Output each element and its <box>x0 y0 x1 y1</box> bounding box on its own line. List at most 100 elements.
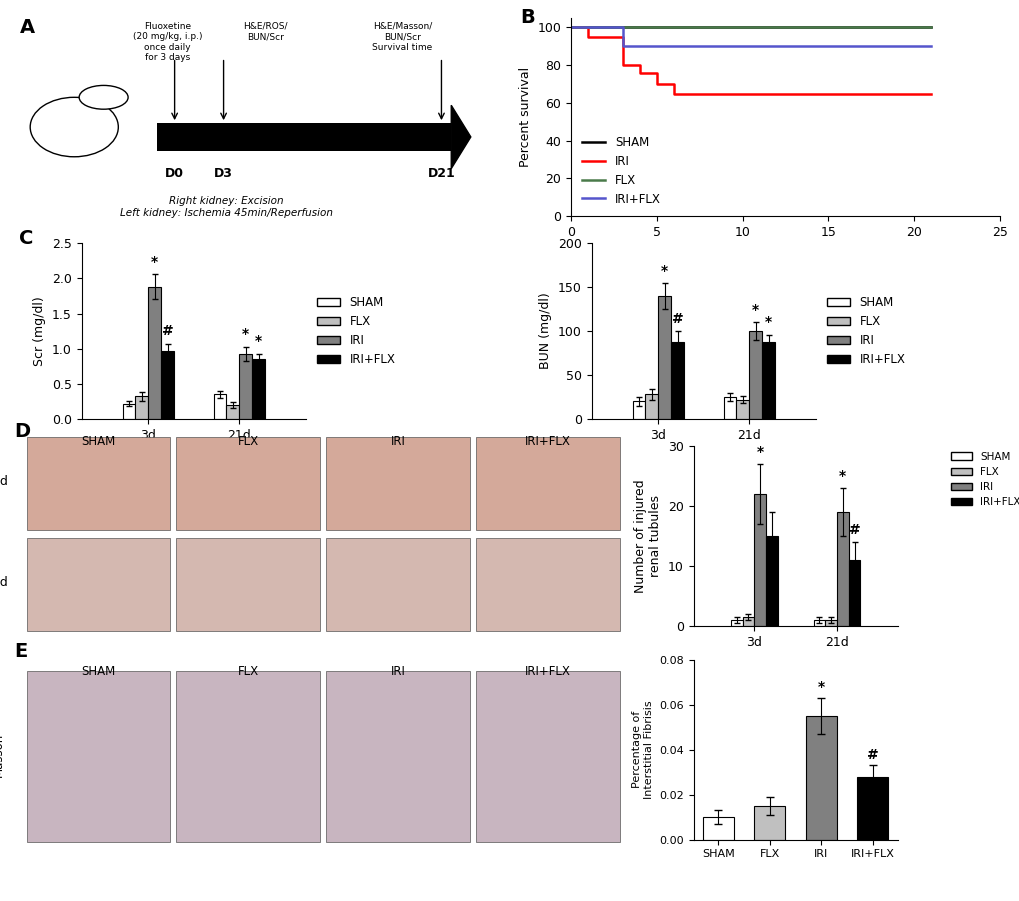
Y-axis label: Scr (mg/dl): Scr (mg/dl) <box>34 296 46 366</box>
Bar <box>837 512 848 626</box>
Legend: SHAM, FLX, IRI, IRI+FLX: SHAM, FLX, IRI, IRI+FLX <box>821 292 909 370</box>
Bar <box>176 538 320 631</box>
IRI+FLX <box>565 22 577 32</box>
Text: IRI: IRI <box>390 434 406 448</box>
Ellipse shape <box>79 86 128 109</box>
IRI <box>650 78 662 89</box>
Legend: SHAM, IRI, FLX, IRI+FLX: SHAM, IRI, FLX, IRI+FLX <box>577 132 664 210</box>
Bar <box>476 671 620 842</box>
Text: 3d: 3d <box>0 475 8 487</box>
Text: B: B <box>520 8 534 27</box>
Bar <box>476 436 620 530</box>
Bar <box>761 341 774 419</box>
Text: #: # <box>848 523 860 537</box>
Bar <box>736 400 749 419</box>
IRI+FLX <box>685 41 697 51</box>
Line: IRI: IRI <box>571 27 930 94</box>
IRI <box>565 22 577 32</box>
IRI <box>924 88 936 99</box>
Bar <box>749 331 761 419</box>
Text: FLX: FLX <box>237 666 259 678</box>
Text: C: C <box>18 229 33 248</box>
Bar <box>824 620 837 626</box>
Text: Masson: Masson <box>0 733 5 777</box>
Bar <box>326 436 470 530</box>
Bar <box>805 715 836 840</box>
Bar <box>239 353 252 419</box>
Text: *: * <box>764 315 771 330</box>
Bar <box>476 538 620 631</box>
Bar <box>722 397 736 419</box>
Bar <box>176 671 320 842</box>
Bar <box>26 538 170 631</box>
Text: *: * <box>839 469 846 483</box>
Y-axis label: Number of injured
renal tubules: Number of injured renal tubules <box>634 479 661 593</box>
Text: H&E/ROS/
BUN/Scr: H&E/ROS/ BUN/Scr <box>243 22 287 41</box>
Text: 21d: 21d <box>0 576 8 589</box>
IRI <box>770 88 783 99</box>
Bar <box>645 395 657 419</box>
Bar <box>26 436 170 530</box>
Bar <box>742 617 753 626</box>
Text: D21: D21 <box>427 167 454 179</box>
Legend: SHAM, FLX, IRI, IRI+FLX: SHAM, FLX, IRI, IRI+FLX <box>946 448 1019 512</box>
Text: IRI: IRI <box>390 666 406 678</box>
IRI <box>633 68 645 78</box>
Text: E: E <box>14 642 28 661</box>
Bar <box>671 341 684 419</box>
Bar <box>326 538 470 631</box>
Text: D3: D3 <box>214 167 232 179</box>
Text: A: A <box>20 18 36 37</box>
Polygon shape <box>450 105 471 168</box>
Bar <box>252 359 265 419</box>
Text: IRI+FLX: IRI+FLX <box>525 666 571 678</box>
Bar <box>148 287 161 419</box>
Bar <box>122 404 136 419</box>
Y-axis label: BUN (mg/dl): BUN (mg/dl) <box>539 293 552 369</box>
Bar <box>848 560 860 626</box>
Bar <box>702 817 733 840</box>
Text: SHAM: SHAM <box>82 434 115 448</box>
Text: D: D <box>14 423 31 441</box>
Y-axis label: Percentage of
Interstitial Fibrisis: Percentage of Interstitial Fibrisis <box>632 700 653 799</box>
IRI+FLX <box>924 41 936 51</box>
Y-axis label: Percent survival: Percent survival <box>519 67 532 168</box>
Bar <box>157 123 450 150</box>
Bar <box>632 402 645 419</box>
IRI <box>667 88 680 99</box>
Text: #: # <box>866 748 878 762</box>
Legend: SHAM, FLX, IRI, IRI+FLX: SHAM, FLX, IRI, IRI+FLX <box>312 292 399 370</box>
Text: #: # <box>672 312 683 326</box>
IRI <box>582 32 594 42</box>
Bar <box>176 436 320 530</box>
Text: *: * <box>242 327 249 341</box>
Text: H&E/Masson/
BUN/Scr
Survival time: H&E/Masson/ BUN/Scr Survival time <box>372 22 432 51</box>
Text: FLX: FLX <box>237 434 259 448</box>
Text: *: * <box>151 255 158 268</box>
Bar <box>213 395 226 419</box>
Ellipse shape <box>31 97 118 157</box>
Bar <box>26 671 170 842</box>
Bar <box>326 671 470 842</box>
Text: *: * <box>255 334 262 349</box>
Text: *: * <box>660 263 667 278</box>
IRI <box>615 59 628 70</box>
X-axis label: Days: Days <box>767 244 802 259</box>
Bar <box>765 536 776 626</box>
Bar <box>857 777 888 840</box>
Bar <box>730 620 742 626</box>
Text: Fluoxetine
(20 mg/kg, i.p.)
once daily
for 3 days: Fluoxetine (20 mg/kg, i.p.) once daily f… <box>132 22 202 62</box>
Bar <box>226 405 239 419</box>
Bar <box>753 494 765 626</box>
Bar <box>161 350 174 419</box>
Bar <box>813 620 824 626</box>
Bar <box>754 805 785 840</box>
IRI+FLX <box>615 41 628 51</box>
Text: *: * <box>817 680 824 694</box>
Bar <box>657 296 671 419</box>
Text: #: # <box>162 324 173 339</box>
Text: SHAM: SHAM <box>82 666 115 678</box>
Line: IRI+FLX: IRI+FLX <box>571 27 930 46</box>
Text: Right kidney: Excision
Left kidney: Ischemia 45min/Reperfusion: Right kidney: Excision Left kidney: Isch… <box>119 196 332 218</box>
Text: D0: D0 <box>165 167 184 179</box>
